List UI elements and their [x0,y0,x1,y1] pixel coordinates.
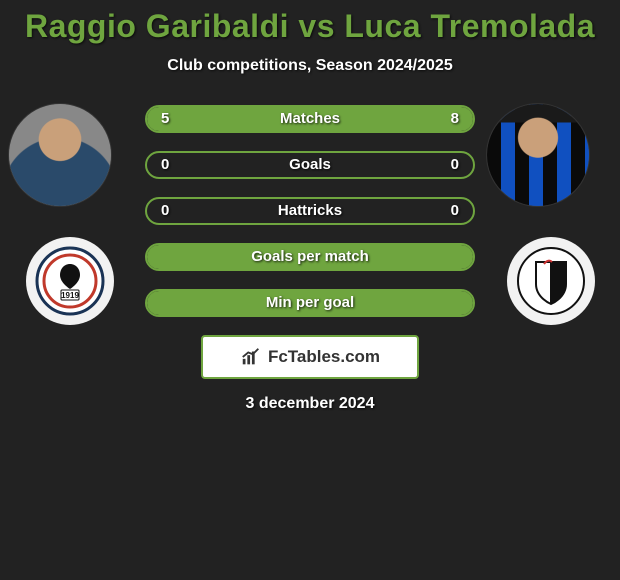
stat-label: Goals per match [147,245,473,269]
club-left-crest-icon: 1919 [35,246,105,316]
brand-box: FcTables.com [201,335,419,379]
club-right-crest-icon [516,246,586,316]
stat-bar-goals-per-match: Goals per match [145,243,475,271]
stat-bar-goals: 0 Goals 0 [145,151,475,179]
stat-bar-hattricks: 0 Hattricks 0 [145,197,475,225]
stat-label: Matches [147,107,473,131]
club-left-year: 1919 [61,291,79,300]
comparison-area: 1919 5 Matches 8 0 [0,103,620,413]
brand-text: FcTables.com [268,347,380,367]
stat-value-right: 8 [451,107,459,131]
stat-label: Hattricks [147,199,473,223]
infographic-root: Raggio Garibaldi vs Luca Tremolada Club … [0,0,620,413]
player-right-silhouette [487,104,589,206]
stat-label: Min per goal [147,291,473,315]
player-left-avatar [8,103,112,207]
page-title: Raggio Garibaldi vs Luca Tremolada [0,8,620,45]
date-text: 3 december 2024 [0,395,620,413]
club-right-badge [507,237,595,325]
stat-bar-matches: 5 Matches 8 [145,105,475,133]
stat-label: Goals [147,153,473,177]
stat-value-right: 0 [451,153,459,177]
club-left-badge: 1919 [26,237,114,325]
player-right-avatar [486,103,590,207]
stat-bars: 5 Matches 8 0 Goals 0 0 Hattricks 0 [145,103,475,317]
stat-bar-min-per-goal: Min per goal [145,289,475,317]
stat-value-right: 0 [451,199,459,223]
subtitle: Club competitions, Season 2024/2025 [0,57,620,75]
chart-icon [240,346,262,368]
player-left-silhouette [9,104,111,206]
